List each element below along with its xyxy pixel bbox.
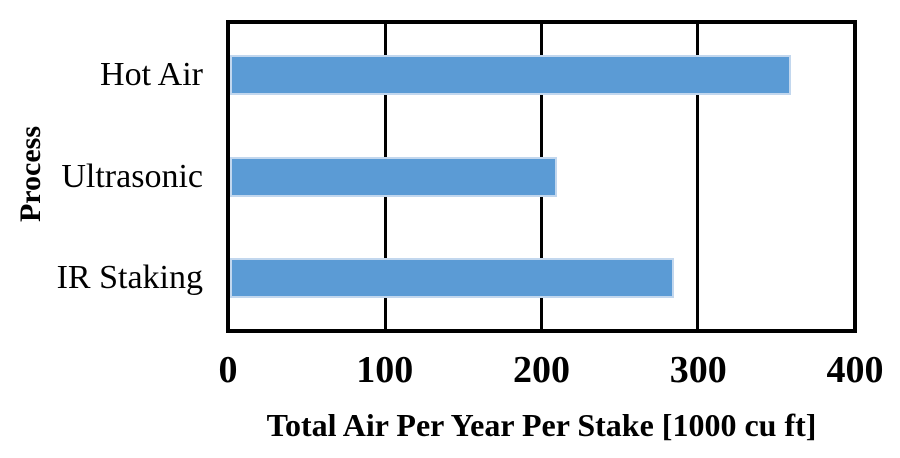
x-tick-label-100: 100 bbox=[356, 349, 414, 391]
bar-hot-air bbox=[230, 54, 791, 95]
x-tick-label-400: 400 bbox=[826, 349, 884, 391]
bar-ultrasonic bbox=[230, 156, 558, 197]
x-tick-label-200: 200 bbox=[513, 349, 570, 391]
plot-area bbox=[226, 20, 857, 333]
x-axis-title: Total Air Per Year Per Stake [1000 cu ft… bbox=[266, 407, 817, 443]
x-tick-label-300: 300 bbox=[669, 349, 727, 391]
category-label-hot-air: Hot Air bbox=[100, 55, 203, 93]
category-label-ultrasonic: Ultrasonic bbox=[61, 157, 203, 195]
bar-ir-staking bbox=[230, 258, 674, 299]
y-axis-title: Process bbox=[14, 125, 47, 223]
gridline-300 bbox=[695, 24, 699, 329]
x-tick-label-0: 0 bbox=[218, 349, 238, 391]
category-label-ir-staking: IR Staking bbox=[56, 259, 203, 297]
